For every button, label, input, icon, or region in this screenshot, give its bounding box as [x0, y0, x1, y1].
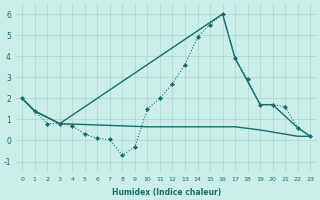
X-axis label: Humidex (Indice chaleur): Humidex (Indice chaleur): [112, 188, 221, 197]
